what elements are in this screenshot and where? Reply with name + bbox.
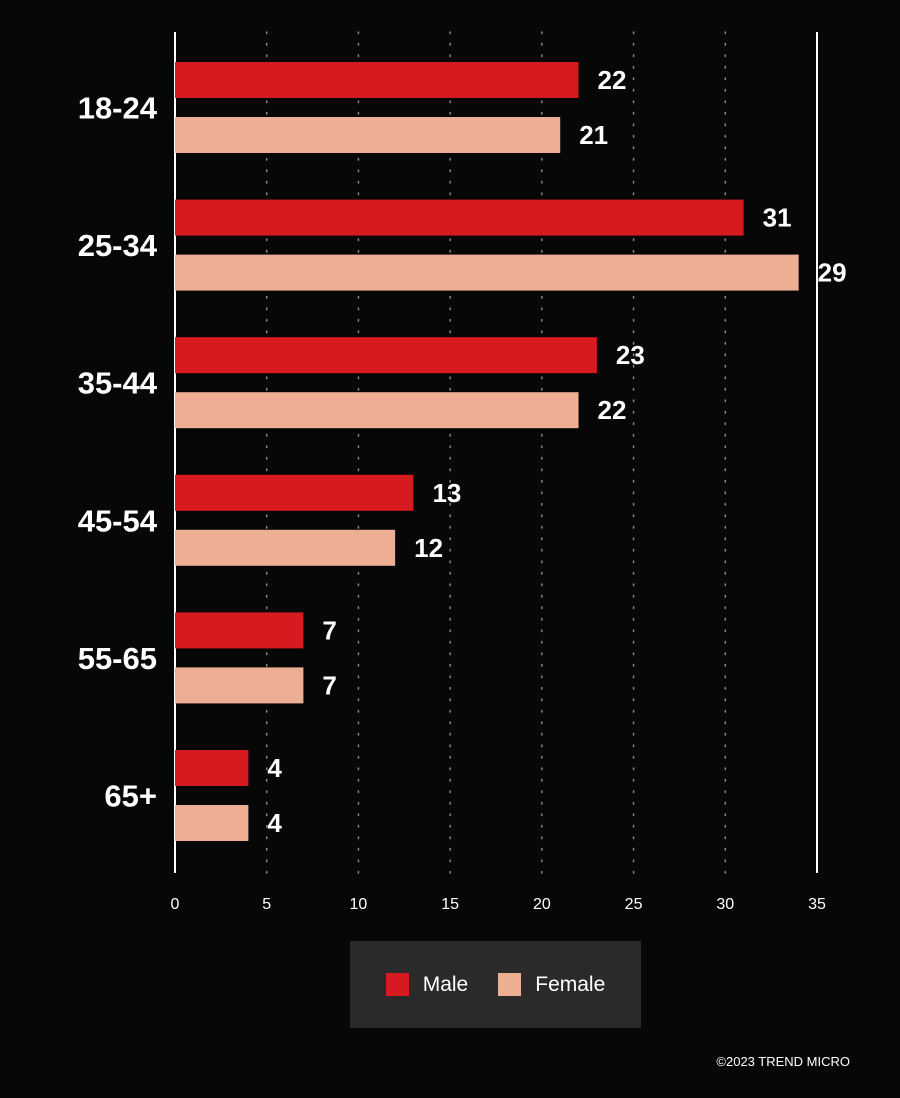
data-label: 7: [322, 615, 336, 645]
bar-female: [175, 117, 561, 153]
x-tick-label: 30: [716, 896, 734, 913]
data-label: 23: [616, 340, 645, 370]
bar-female: [175, 805, 249, 841]
bar-male: [175, 750, 249, 786]
data-label: 4: [267, 753, 282, 783]
category-label: 25-34: [78, 228, 158, 263]
data-label: 4: [267, 808, 282, 838]
x-tick-label: 0: [171, 896, 180, 913]
legend-label-female: Female: [535, 972, 606, 996]
legend-item-male: Male: [385, 972, 469, 997]
bar-male: [175, 199, 744, 236]
legend-label-male: Male: [422, 972, 469, 996]
copyright-credit: ©2023 TREND MICRO: [716, 1054, 850, 1069]
legend: Male Female: [350, 941, 641, 1028]
bar-female: [175, 529, 396, 566]
bar-male: [175, 337, 597, 374]
x-tick-label: 25: [625, 896, 643, 913]
category-label: 65+: [104, 779, 157, 814]
bar-male: [175, 474, 414, 511]
data-label: 13: [432, 478, 461, 508]
data-label: 21: [579, 120, 608, 150]
legend-swatch-male: [385, 973, 409, 996]
bar-female: [175, 392, 579, 429]
bar-male: [175, 612, 304, 649]
data-label: 31: [763, 203, 792, 233]
x-tick-label: 10: [350, 896, 368, 913]
category-label: 35-44: [78, 366, 158, 401]
bar-male: [175, 62, 579, 98]
data-label: 7: [322, 670, 336, 700]
category-label: 45-54: [78, 503, 158, 538]
x-tick-label: 15: [441, 896, 459, 913]
data-label: 12: [414, 533, 443, 563]
legend-item-female: Female: [498, 973, 605, 997]
x-tick-label: 35: [808, 896, 826, 913]
bar-female: [175, 254, 799, 291]
data-label: 29: [818, 258, 847, 288]
category-label: 18-24: [78, 91, 158, 126]
category-label: 55-65: [78, 641, 157, 676]
data-label: 22: [598, 395, 627, 425]
x-tick-label: 5: [262, 896, 271, 913]
data-label: 22: [598, 65, 627, 95]
x-tick-label: 20: [533, 896, 551, 913]
legend-swatch-female: [498, 973, 522, 996]
bar-chart: 0 5 10 15 20 25 30 35 18-24 22 21 25-34 31 29 35-44 23 2…: [78, 31, 847, 913]
bar-female: [175, 667, 304, 704]
